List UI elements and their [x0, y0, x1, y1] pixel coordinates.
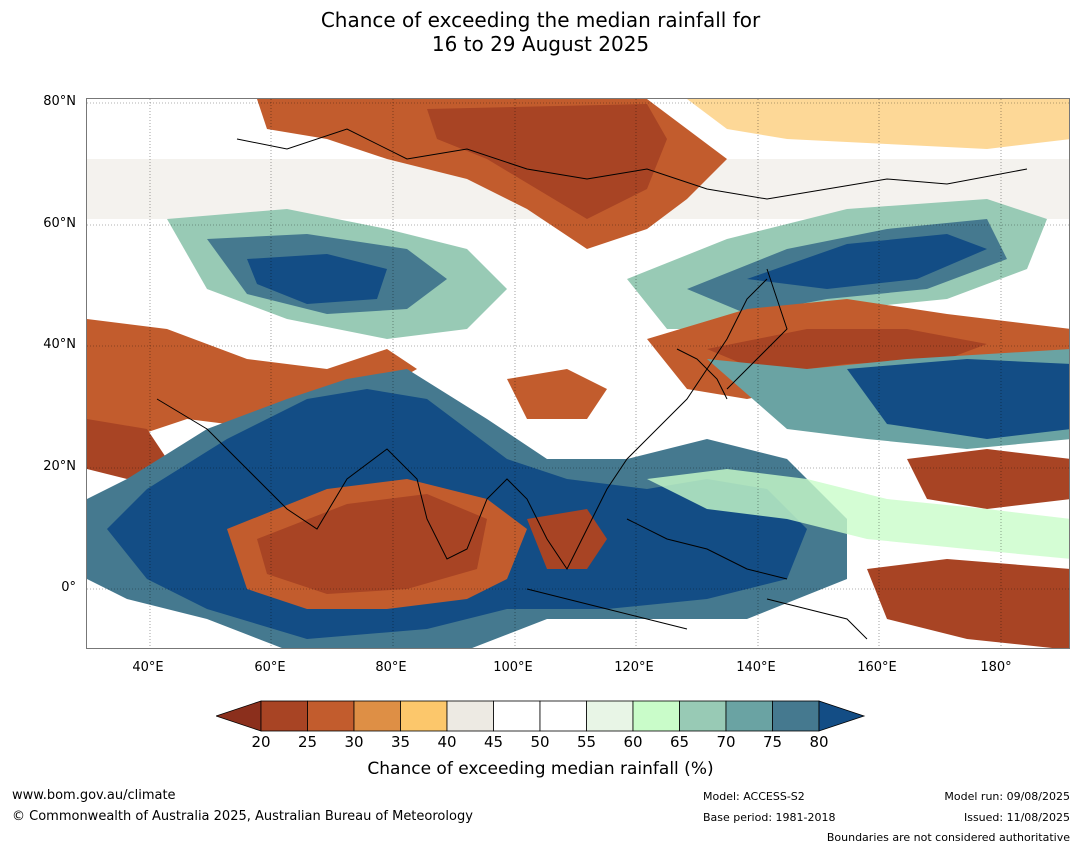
lon-label-80e: 80°E	[375, 660, 407, 675]
colorbar-segment	[632, 700, 680, 732]
colorbar-tick-label: 55	[576, 733, 597, 751]
colorbar-tick-label: 40	[437, 733, 457, 751]
lon-label-180: 180°	[980, 660, 1012, 675]
colorbar-segment	[586, 700, 634, 732]
colorbar-segment	[260, 700, 308, 732]
colorbar-tick-label: 25	[297, 733, 318, 751]
colorbar-segment	[772, 700, 820, 732]
colorbar-segment	[725, 700, 773, 732]
colorbar-tick-label: 45	[483, 733, 504, 751]
map-canvas	[87, 99, 1069, 648]
lon-label-140e: 140°E	[736, 660, 776, 675]
colorbar-segment	[353, 700, 401, 732]
colorbar	[214, 700, 866, 736]
footer-model: Model: ACCESS-S2	[703, 790, 805, 803]
colorbar-segment	[400, 700, 448, 732]
colorbar-tick-label: 75	[762, 733, 783, 751]
colorbar-label-text: Chance of exceeding median rainfall (%)	[367, 759, 714, 779]
footer-model-run: Model run: 09/08/2025	[944, 790, 1070, 803]
lat-label-20n: 20°N	[43, 459, 76, 474]
colorbar-tick-label: 35	[390, 733, 411, 751]
lon-label-60e: 60°E	[254, 660, 286, 675]
colorbar-label: Chance of exceeding median rainfall (%)	[0, 759, 1081, 779]
colorbar-segment	[679, 700, 727, 732]
colorbar-tick-label: 30	[344, 733, 364, 751]
colorbar-tick-label: 70	[716, 733, 736, 751]
colorbar-tick-label: 20	[251, 733, 271, 751]
colorbar-tick-label: 65	[669, 733, 690, 751]
rainfall-map	[86, 98, 1070, 649]
colorbar-arrow-high	[818, 700, 866, 732]
footer-base-period: Base period: 1981-2018	[703, 811, 836, 824]
colorbar-tick-label: 60	[623, 733, 643, 751]
lat-label-80n: 80°N	[43, 94, 76, 109]
colorbar-graphic	[214, 700, 866, 732]
colorbar-segment	[539, 700, 587, 732]
lat-label-40n: 40°N	[43, 337, 76, 352]
colorbar-arrow-low	[214, 700, 262, 732]
colorbar-tick-label: 50	[530, 733, 550, 751]
lon-label-100e: 100°E	[493, 660, 533, 675]
footer-copyright: © Commonwealth of Australia 2025, Austra…	[12, 809, 473, 824]
lat-label-60n: 60°N	[43, 216, 76, 231]
footer-issued: Issued: 11/08/2025	[963, 811, 1070, 824]
colorbar-segment	[307, 700, 355, 732]
lon-label-120e: 120°E	[614, 660, 654, 675]
map-title: Chance of exceeding the median rainfall …	[0, 8, 1081, 56]
lat-label-0: 0°	[61, 580, 76, 595]
colorbar-segment	[446, 700, 494, 732]
colorbar-tick-label: 80	[809, 733, 829, 751]
colorbar-segment	[493, 700, 541, 732]
lon-label-40e: 40°E	[132, 660, 164, 675]
title-line-2: 16 to 29 August 2025	[431, 32, 650, 56]
footer-website: www.bom.gov.au/climate	[12, 788, 176, 803]
footer-disclaimer: Boundaries are not considered authoritat…	[826, 831, 1070, 844]
title-line-1: Chance of exceeding the median rainfall …	[320, 8, 761, 32]
lon-label-160e: 160°E	[857, 660, 897, 675]
